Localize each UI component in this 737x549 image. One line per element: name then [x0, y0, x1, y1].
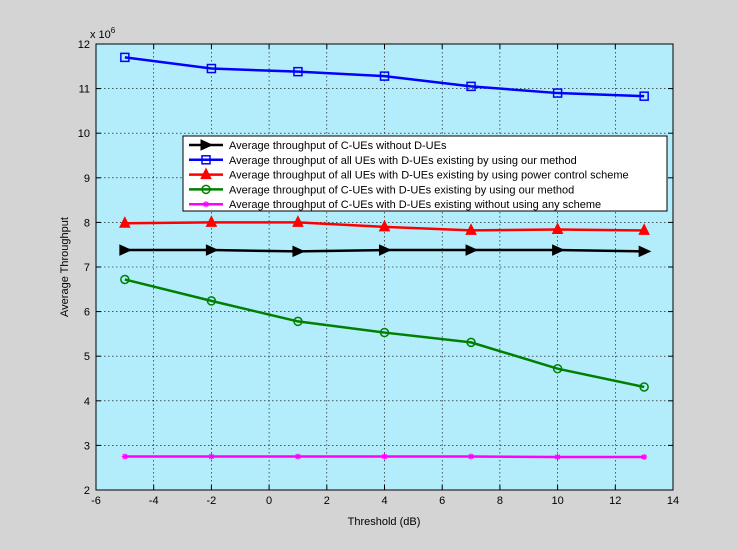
series-1	[119, 244, 652, 258]
y-tick-label: 5	[84, 351, 90, 363]
series-4-point	[552, 363, 563, 374]
series-5-point	[208, 453, 215, 460]
x-axis-label: Threshold (dB)	[348, 516, 421, 528]
y-exponent-label: x 106	[90, 26, 116, 41]
series-2-point	[206, 63, 217, 74]
legend-entry: Average throughput of C-UEs with D-UEs e…	[229, 184, 574, 196]
y-tick-label: 7	[84, 262, 90, 274]
series-1-point	[292, 245, 306, 258]
x-tick-label: -4	[149, 495, 159, 507]
series-4-point	[379, 327, 390, 338]
series-4-point	[293, 316, 303, 327]
x-tick-label: 6	[439, 495, 445, 507]
series-4-line	[124, 278, 645, 389]
series-3-point	[119, 216, 131, 228]
series-5-point	[468, 453, 475, 460]
series-3-point	[638, 223, 650, 235]
series-1-point	[119, 244, 133, 256]
x-tick-label: 12	[609, 495, 621, 507]
series-5-point	[554, 453, 561, 460]
series-4-point	[120, 274, 130, 285]
legend-swatch-marker	[201, 184, 211, 195]
series-3-point	[465, 223, 477, 235]
series-2-line	[124, 56, 645, 98]
series-4-point	[466, 337, 476, 348]
legend-entry: Average throughput of all UEs with D-UEs…	[229, 155, 577, 167]
legend-entry: Average throughput of C-UEs with D-UEs e…	[229, 199, 601, 211]
series-5-point	[381, 453, 388, 460]
series-3-point	[292, 215, 304, 227]
x-tick-label: 10	[551, 495, 563, 507]
legend-box	[182, 135, 668, 212]
legend-swatch-marker	[203, 201, 209, 208]
plot-frame	[95, 43, 674, 491]
legend-swatch-marker	[201, 155, 211, 165]
y-tick-label: 11	[79, 84, 90, 96]
y-tick-label: 9	[84, 173, 90, 185]
y-exponent-power: 6	[111, 26, 116, 35]
legend-entry: Average throughput of all UEs with D-UEs…	[229, 170, 629, 182]
x-tick-label: 0	[266, 495, 272, 507]
legend-entry: Average throughput of C-UEs without D-UE…	[229, 140, 447, 152]
series-2-point	[293, 66, 303, 77]
series-3-point	[205, 215, 218, 227]
x-tick-label: 14	[667, 495, 679, 507]
y-tick-label: 10	[78, 128, 90, 140]
series-5-point	[294, 453, 301, 460]
series-4	[120, 274, 649, 392]
series-layer	[119, 52, 652, 460]
series-4-point	[639, 382, 649, 392]
y-tick-label: 3	[84, 440, 90, 452]
y-tick-label: 6	[84, 307, 90, 319]
x-tick-label: 8	[497, 495, 503, 507]
x-tick-label: -2	[207, 495, 217, 507]
y-tick-label: 12	[78, 39, 90, 51]
series-4-point	[206, 296, 217, 306]
y-tick-label: 2	[84, 485, 90, 497]
series-1-point	[465, 244, 479, 256]
series-2-point	[466, 81, 476, 92]
series-2-point	[379, 71, 390, 81]
y-tick-label: 4	[84, 396, 90, 408]
series-3-point	[551, 222, 564, 235]
series-2-point	[120, 52, 130, 63]
legend-swatch-marker	[200, 139, 214, 151]
series-1-point	[379, 244, 392, 256]
series-2-point	[639, 91, 649, 101]
series-5-point	[121, 453, 128, 460]
legend-swatch-marker	[200, 167, 212, 180]
x-tick-label: 2	[324, 495, 330, 507]
series-3-point	[378, 219, 391, 232]
series-1-point	[552, 244, 565, 256]
series-1-point	[638, 245, 652, 258]
x-tick-label: -6	[91, 495, 101, 507]
y-tick-label: 8	[84, 217, 90, 229]
x-tick-label: 4	[381, 495, 387, 507]
series-5-point	[641, 453, 648, 460]
legend: Average throughput of C-UEs without D-UE…	[182, 135, 668, 212]
series-1-point	[205, 244, 219, 256]
series-2	[120, 52, 649, 101]
series-2-point	[552, 88, 563, 98]
series-3	[119, 215, 650, 235]
series-5	[121, 453, 648, 460]
y-axis-label: Average Throughput	[59, 217, 71, 317]
